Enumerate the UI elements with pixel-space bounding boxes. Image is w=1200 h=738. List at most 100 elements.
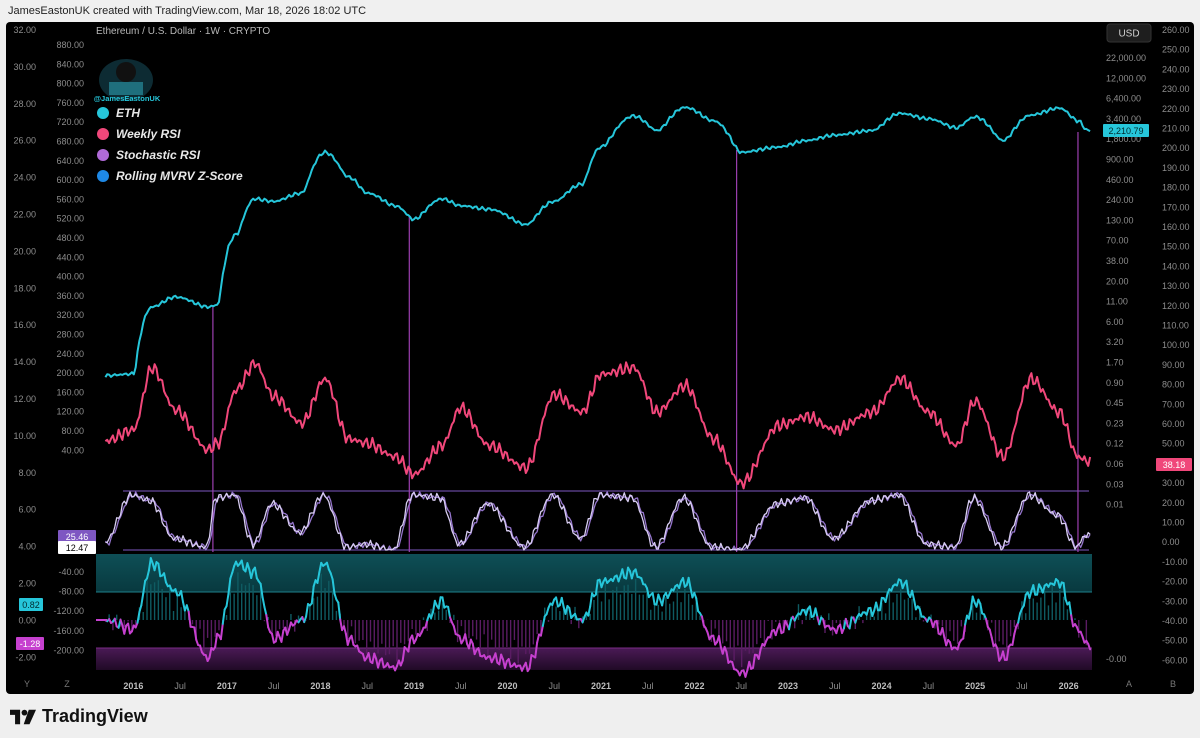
stoch-d-tag: 12.47 bbox=[66, 543, 89, 553]
zscore-line-segment bbox=[452, 625, 457, 636]
axis-right-label: 6,400.00 bbox=[1106, 94, 1141, 104]
time-axis-label: Jul bbox=[174, 681, 186, 691]
axis-left-label: 360.00 bbox=[56, 291, 84, 301]
zscore-line-segment bbox=[199, 644, 203, 654]
axis-far-right-label: 210.00 bbox=[1162, 124, 1190, 134]
zscore-line-segment bbox=[305, 602, 309, 618]
zscore-line-segment bbox=[1070, 614, 1075, 628]
eth-price-tag-bg bbox=[1103, 124, 1149, 137]
zscore-line-segment bbox=[555, 596, 559, 608]
zscore-line-segment bbox=[625, 566, 630, 580]
zscore-line-segment bbox=[441, 596, 446, 609]
axis-far-right-label: -60.00 bbox=[1162, 655, 1188, 665]
legend-label: Rolling MVRV Z-Score bbox=[116, 169, 243, 183]
zscore-line-segment bbox=[528, 654, 533, 670]
zscore-line-segment bbox=[774, 627, 779, 637]
axis-far-right-label: 130.00 bbox=[1162, 281, 1190, 291]
zscore-line-segment bbox=[835, 625, 840, 635]
zscore-line-segment bbox=[1011, 632, 1016, 646]
zscore-line-segment bbox=[377, 659, 381, 669]
axis-far-right-label: -50.00 bbox=[1162, 636, 1188, 646]
axis-far-left-label: 6.00 bbox=[18, 505, 36, 515]
zscore-line-segment bbox=[318, 561, 323, 574]
zscore-line-segment bbox=[782, 619, 787, 634]
stoch-d-tag-bg bbox=[58, 541, 96, 554]
axis-left-label: 600.00 bbox=[56, 175, 84, 185]
time-axis-label: Jul bbox=[268, 681, 280, 691]
axis-right-label: 38.00 bbox=[1106, 256, 1129, 266]
zscore-line-segment bbox=[271, 632, 275, 644]
rsi-value-tag-bg bbox=[1156, 458, 1192, 471]
axis-right-label: 3.20 bbox=[1106, 337, 1124, 347]
zscore-line-segment bbox=[225, 592, 230, 608]
zscore-line-segment bbox=[808, 605, 813, 618]
time-axis-label: Jul bbox=[829, 681, 841, 691]
zscore-line-segment bbox=[337, 601, 342, 621]
axis-far-right-label: 60.00 bbox=[1162, 419, 1185, 429]
zscore-line-segment bbox=[253, 566, 258, 580]
time-axis-label: 2020 bbox=[497, 681, 517, 691]
zscore-line-segment bbox=[507, 658, 512, 668]
axis-far-left-label: 20.00 bbox=[13, 246, 36, 256]
zscore-line-segment bbox=[681, 577, 686, 588]
zscore-line-segment bbox=[757, 648, 762, 660]
zscore-line-segment bbox=[979, 602, 984, 615]
zscore-line-segment bbox=[818, 616, 823, 626]
zscore-line-segment bbox=[725, 650, 730, 664]
corner-label: A bbox=[1126, 679, 1132, 689]
zscore-line-segment bbox=[471, 642, 476, 656]
zscore-line-segment bbox=[661, 594, 666, 607]
zscore-line-segment bbox=[1005, 645, 1010, 661]
axis-right-label: 70.00 bbox=[1106, 236, 1129, 246]
zscore-line-segment bbox=[778, 622, 783, 635]
zscore-line-segment bbox=[430, 611, 434, 620]
axis-left-label: -80.00 bbox=[58, 587, 84, 597]
zscore-line-segment bbox=[477, 647, 482, 657]
zscore-line-segment bbox=[594, 579, 599, 596]
axis-far-right-label: 180.00 bbox=[1162, 183, 1190, 193]
axis-right-label: 22,000.00 bbox=[1106, 53, 1146, 63]
axis-far-right-label: 140.00 bbox=[1162, 261, 1190, 271]
time-axis-label: 2018 bbox=[310, 681, 330, 691]
zscore-line-segment bbox=[240, 559, 245, 571]
axis-far-left-label: 30.00 bbox=[13, 62, 36, 72]
zscore-line-segment bbox=[1022, 593, 1027, 607]
zscore-line-segment bbox=[127, 622, 131, 635]
axis-far-right-label: 100.00 bbox=[1162, 340, 1190, 350]
axis-left-label: -40.00 bbox=[58, 567, 84, 577]
axis-far-right-label: -10.00 bbox=[1162, 557, 1188, 567]
zscore-line-segment bbox=[988, 628, 993, 639]
zscore-line-segment bbox=[568, 607, 573, 619]
currency-button[interactable] bbox=[1106, 23, 1152, 43]
zscore-line-segment bbox=[875, 601, 880, 612]
zscore-line-segment bbox=[731, 661, 736, 671]
legend-dot bbox=[97, 170, 109, 182]
axis-far-left-label: 0.00 bbox=[18, 615, 36, 625]
tradingview-logo[interactable]: TradingView bbox=[10, 706, 148, 727]
zscore-line-segment bbox=[113, 617, 118, 628]
zscore-line-segment bbox=[634, 568, 639, 578]
zscore-line-segment bbox=[208, 646, 213, 659]
currency-button-label: USD bbox=[1118, 29, 1139, 40]
axis-far-right-label: -30.00 bbox=[1162, 596, 1188, 606]
zscore-line-segment bbox=[138, 604, 143, 613]
zscore-line-segment bbox=[163, 572, 167, 584]
zscore-line-segment bbox=[895, 578, 900, 587]
zscore-line-segment bbox=[494, 652, 499, 664]
zscore-line-segment bbox=[848, 616, 853, 630]
axis-far-left-label: 2.00 bbox=[18, 579, 36, 589]
axis-left-label: 800.00 bbox=[56, 79, 84, 89]
axis-far-right-label: 80.00 bbox=[1162, 380, 1185, 390]
chart-canvas[interactable]: 32.00 30.00 28.00 26.00 24.00 22.00 20.00 18.00… bbox=[6, 22, 1194, 694]
axis-far-left-label: 26.00 bbox=[13, 136, 36, 146]
time-axis-label: 2016 bbox=[123, 681, 143, 691]
tradingview-logo-icon bbox=[10, 709, 36, 724]
axis-right-label: 130.00 bbox=[1106, 215, 1134, 225]
zscore-line-segment bbox=[884, 592, 889, 603]
legend-dot bbox=[97, 149, 109, 161]
corner-label: Y bbox=[24, 679, 30, 689]
zscore-line-segment bbox=[541, 615, 546, 628]
zscore-line-segment bbox=[640, 577, 645, 586]
chart-frame[interactable]: 32.00 30.00 28.00 26.00 24.00 22.00 20.00 18.00… bbox=[6, 22, 1194, 694]
axis-right-label: 6.00 bbox=[1106, 317, 1124, 327]
